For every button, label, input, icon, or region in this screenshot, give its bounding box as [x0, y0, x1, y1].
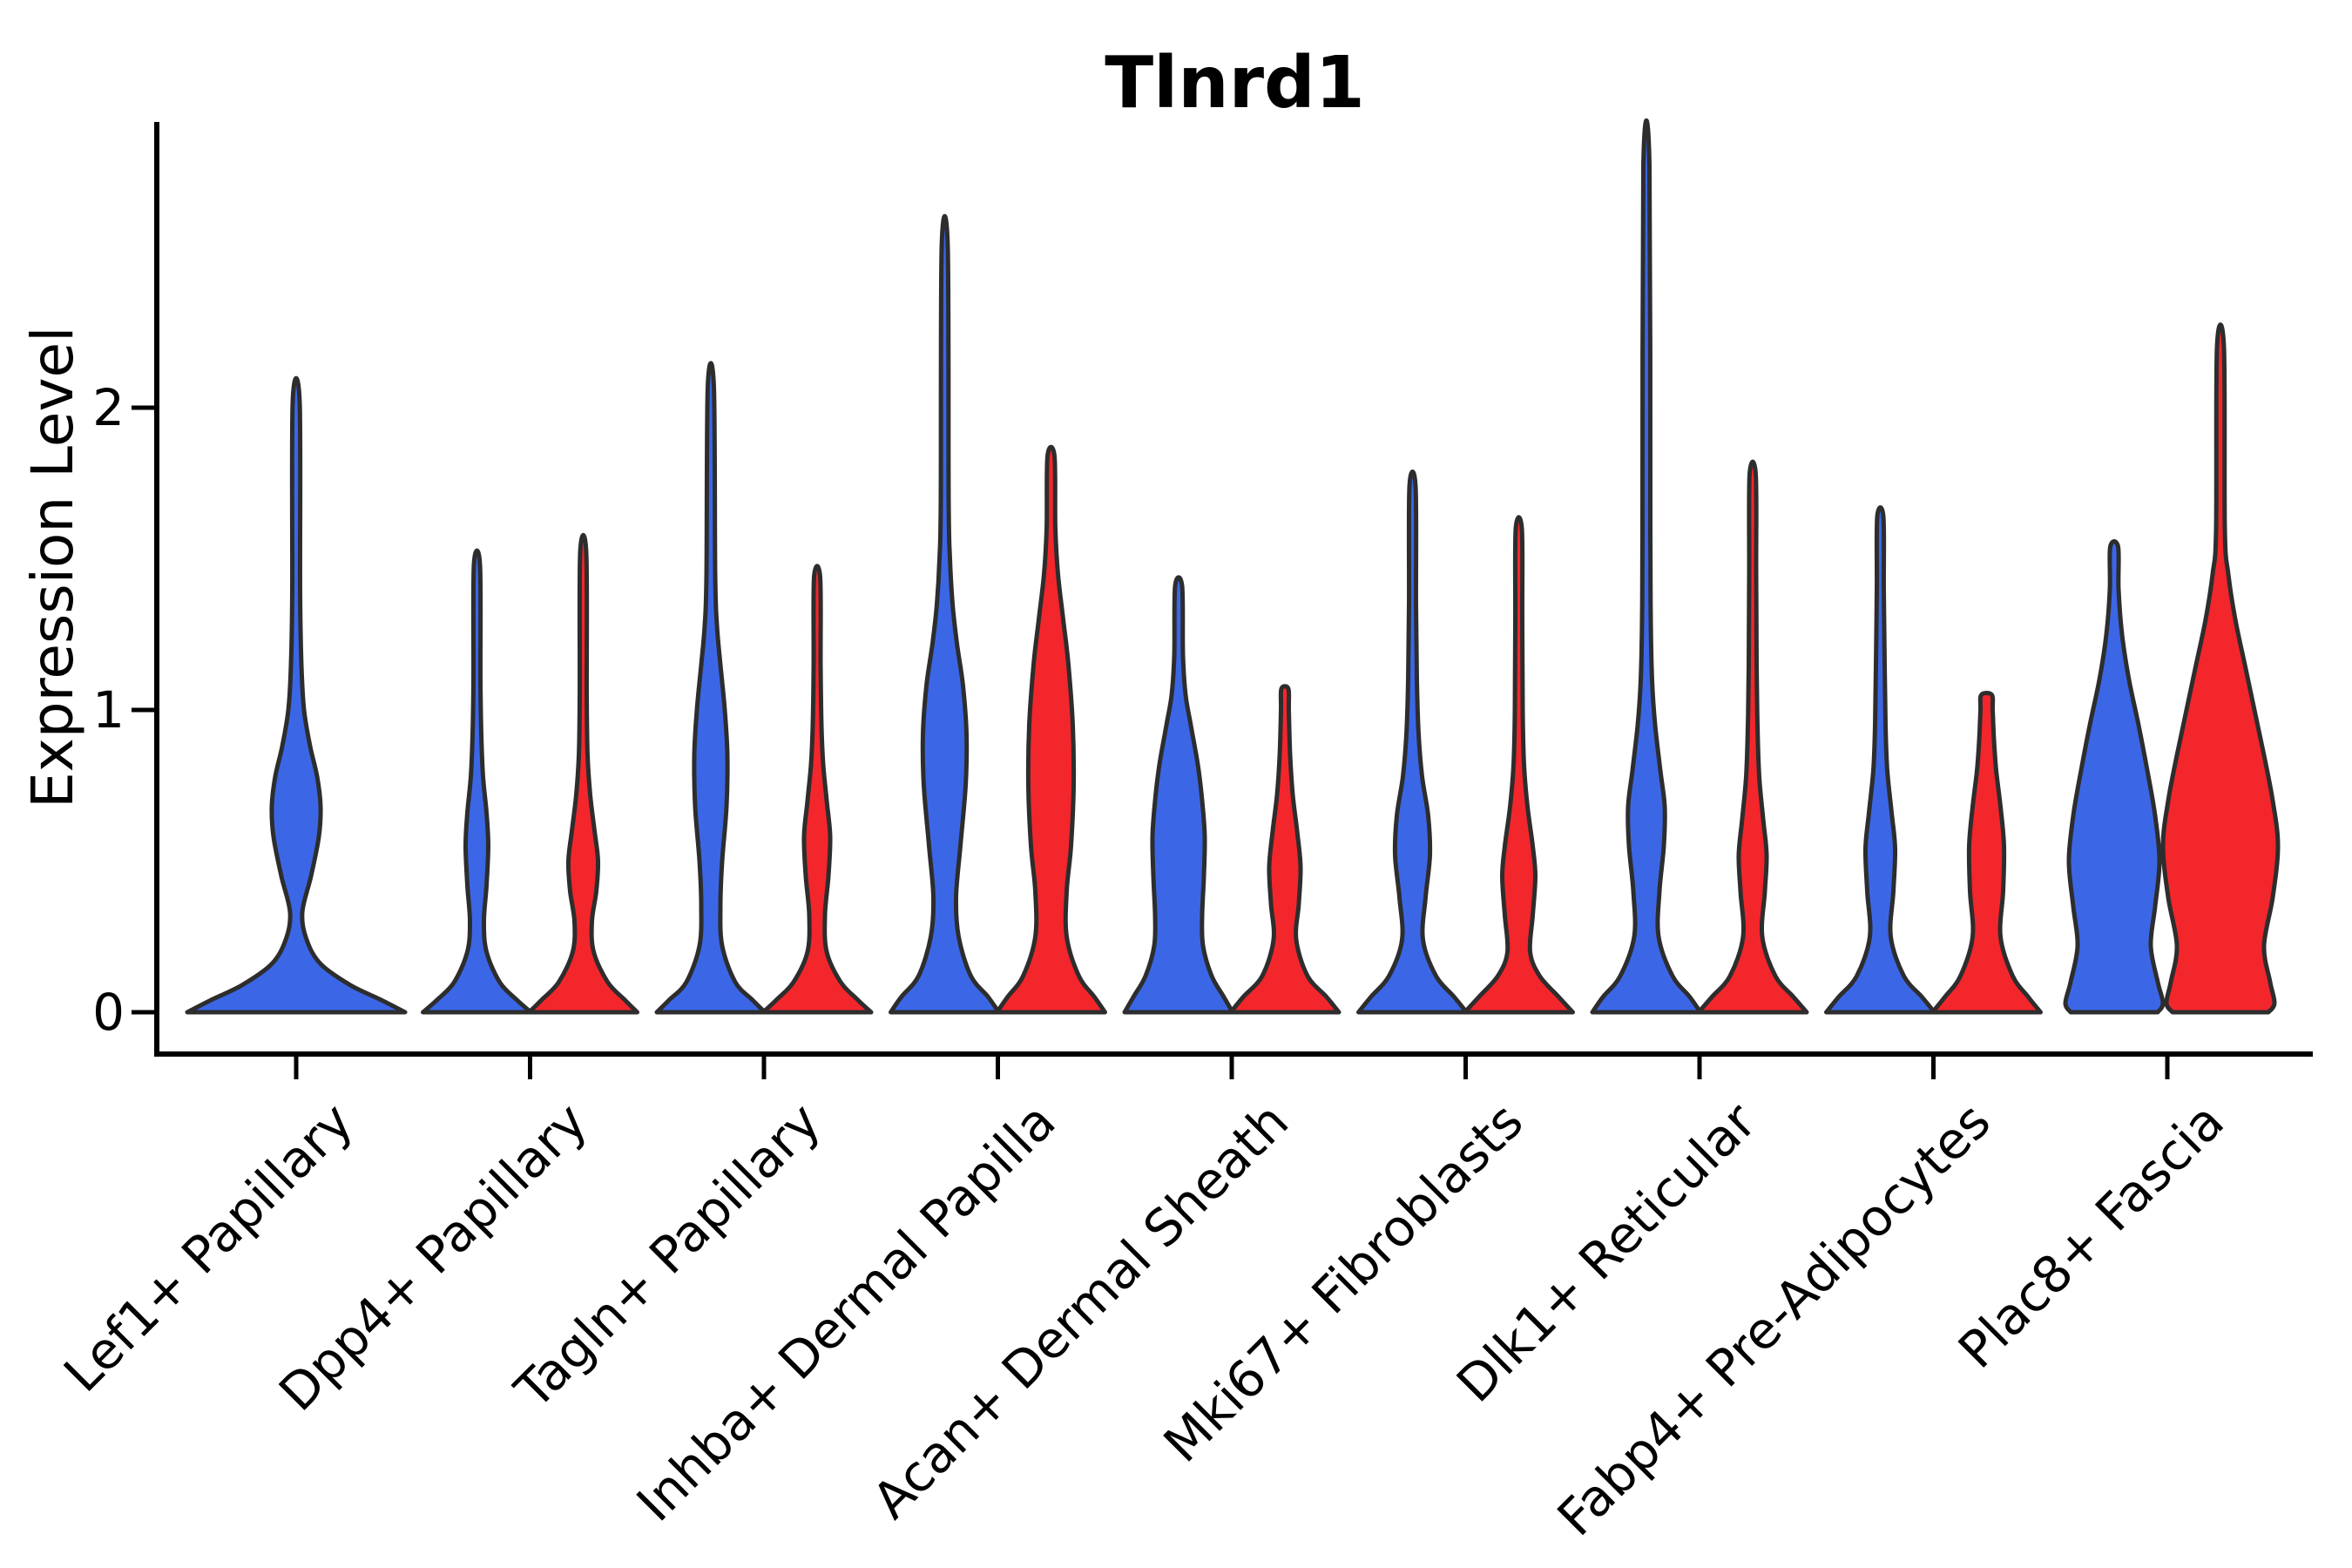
violin-3-condition_2 — [995, 444, 1107, 1015]
x-tick-4 — [1229, 1057, 1234, 1079]
x-axis-spine — [154, 1051, 2313, 1057]
violin-0-condition_1 — [185, 376, 408, 1015]
violin-5-condition_2 — [1463, 515, 1575, 1015]
x-tick-8 — [2165, 1057, 2170, 1079]
violin-3-condition_1 — [889, 213, 1001, 1015]
x-tick-6 — [1697, 1057, 1702, 1079]
violin-8-condition_1 — [2063, 539, 2166, 1015]
violin-2-condition_2 — [760, 564, 874, 1015]
y-tick-1 — [132, 707, 155, 713]
x-tick-7 — [1931, 1057, 1936, 1079]
violin-1-condition_1 — [421, 548, 533, 1015]
violin-7-condition_1 — [1824, 504, 1936, 1015]
violin-7-condition_2 — [1930, 691, 2043, 1015]
violin-6-condition_2 — [1696, 459, 1809, 1015]
x-tick-1 — [528, 1057, 532, 1079]
violin-6-condition_1 — [1590, 118, 1703, 1015]
ytick-label-1: 1 — [92, 680, 125, 740]
violin-2-condition_1 — [654, 361, 767, 1015]
violin-1-condition_2 — [527, 532, 639, 1015]
violin-8-condition_2 — [2160, 322, 2281, 1015]
violins-layer — [185, 118, 2281, 1015]
violin-5-condition_1 — [1356, 469, 1469, 1015]
x-tick-5 — [1463, 1057, 1468, 1079]
ytick-label-0: 0 — [92, 983, 125, 1042]
violin-4-condition_2 — [1228, 684, 1342, 1015]
x-tick-0 — [294, 1057, 299, 1079]
axes-layer — [132, 122, 2313, 1079]
x-tick-marks — [294, 1057, 2170, 1079]
x-tick-3 — [996, 1057, 1000, 1079]
ytick-label-2: 2 — [92, 378, 125, 437]
y-tick-0 — [132, 1010, 155, 1015]
chart-title: Tlnrd1 — [1105, 42, 1365, 125]
violin-4-condition_1 — [1122, 575, 1235, 1015]
y-axis-spine — [154, 122, 159, 1057]
x-tick-2 — [761, 1057, 767, 1079]
y-tick-marks — [132, 405, 155, 1015]
y-tick-2 — [132, 405, 155, 410]
